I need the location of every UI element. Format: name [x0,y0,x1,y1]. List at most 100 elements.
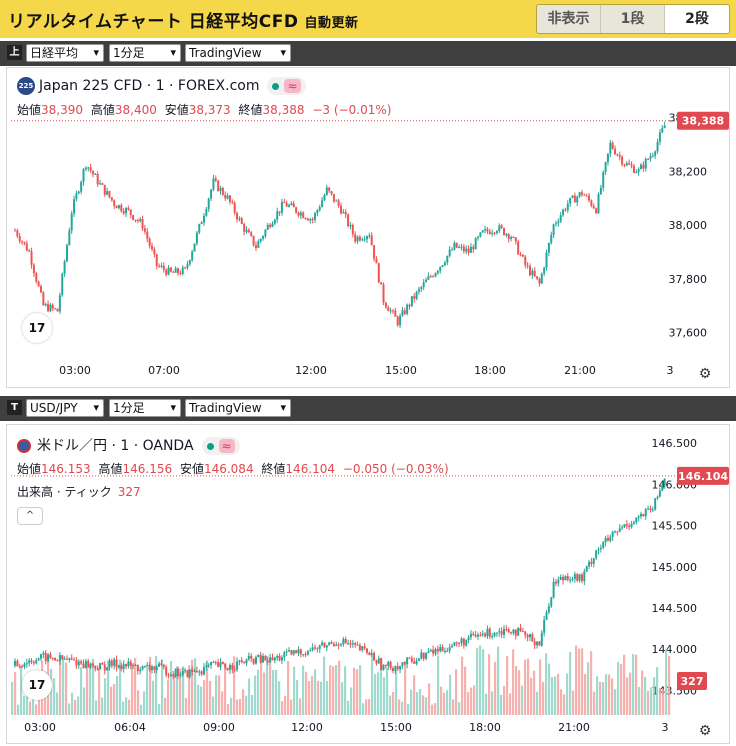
settings-gear-icon-2[interactable]: ⚙ [698,723,712,739]
volume-bar [281,701,284,715]
candle-body [278,655,281,661]
candle-body [583,194,586,196]
candle-body [181,267,184,274]
candle-body [609,536,612,541]
candle-body [420,652,423,659]
symbol-select-2[interactable]: USD/JPY [26,399,104,417]
volume-bar [131,663,134,715]
volume-bar [296,680,299,715]
volume-bar [149,656,152,715]
volume-bar [377,672,380,715]
two-row-button[interactable]: 2段 [665,5,729,33]
candle-body [125,208,128,214]
candle-body [460,246,463,248]
source-select[interactable]: TradingView [185,44,291,62]
volume-bar [533,670,536,715]
x-tick-label: 18:00 [469,721,501,734]
market-status-pill[interactable]: ≈ [267,77,306,95]
app-title: リアルタイムチャート 日経平均CFD 自動更新 [8,7,358,32]
volume-bar [50,668,53,715]
volume-bar [665,649,668,715]
low-label: 安値 [179,462,204,476]
candle-body [30,251,33,265]
candle-body [588,561,591,567]
candle-body [297,649,300,654]
source-select-2[interactable]: TradingView [185,399,291,417]
candle-body [436,648,439,652]
candle-body [148,665,151,670]
volume-bar [350,687,353,715]
candle-body [425,279,428,283]
candle-body [214,662,217,664]
candle-body [283,202,286,204]
candle-body [73,659,76,661]
candle-body [221,188,224,195]
candle-body [571,195,574,198]
up-arrow-icon[interactable]: 上 [7,45,22,60]
tradingview-logo-icon-2[interactable]: 17 [22,670,52,700]
candle-body [96,173,99,185]
volume-tag-label: 327 [681,675,704,688]
symbol-select[interactable]: 日経平均 [26,44,104,62]
market-status-pill-2[interactable]: ≈ [201,437,240,455]
candle-body [543,267,546,274]
candle-body [505,628,508,630]
candle-body [599,187,602,194]
candle-body [56,660,59,662]
candle-body [429,276,432,278]
candle-body [252,658,255,664]
candle-body [621,156,624,165]
candle-body [212,178,215,190]
candle-body [167,267,170,275]
candle-body [87,660,90,668]
usdjpy-chart[interactable]: 143.500144.000144.500145.000145.500146.0… [7,425,730,744]
settings-gear-icon[interactable]: ⚙ [698,366,712,382]
candle-body [351,224,354,235]
volume-bar [587,662,590,715]
nikkei-chart[interactable]: 37,600 37,800 38,000 38,200 38,400 03:00 07:00… [7,68,730,388]
market-open-dot-icon [206,443,214,450]
tradingview-logo-icon[interactable]: 17 [22,313,52,343]
candle-body [299,212,302,216]
candle-body [606,537,609,541]
volume-bar [416,692,419,715]
candle-body [68,658,71,660]
candle-body [373,245,376,259]
tradingview-t-icon[interactable]: T [7,400,22,415]
candle-body [94,665,97,669]
candle-body [663,125,666,129]
candle-body [436,271,439,274]
one-row-button[interactable]: 1段 [601,5,665,33]
candle-body [330,642,333,644]
candle-body [179,273,182,275]
candle-body [115,659,118,668]
candle-body [576,574,579,581]
candle-body [314,647,317,649]
volume-bar [605,674,608,715]
candle-body [314,213,317,220]
candle-body [21,241,24,243]
symbol-title-2: 米ドル／円 · 1 · OANDA [37,438,194,454]
interval-select-2[interactable]: 1分足 [109,399,181,417]
candle-body [547,242,550,253]
candle-body [413,296,416,299]
collapse-chevron-up-icon[interactable]: ^ [17,507,43,525]
candle-body [44,652,47,662]
candle-body [80,181,83,192]
interval-select[interactable]: 1分足 [109,44,181,62]
candle-body [77,661,80,666]
candle-body [406,304,409,314]
volume-bar [428,683,431,715]
candle-body [243,662,246,664]
x-tick-label: 15:00 [380,721,412,734]
candle-body [443,262,446,266]
candle-body [356,236,359,242]
candle-body [113,200,116,206]
candle-body [77,191,80,194]
volume-bar [482,649,485,715]
candle-body [153,666,156,670]
hide-button[interactable]: 非表示 [537,5,601,33]
candle-body [221,662,224,664]
candle-body [495,632,498,634]
candle-body [547,606,550,613]
